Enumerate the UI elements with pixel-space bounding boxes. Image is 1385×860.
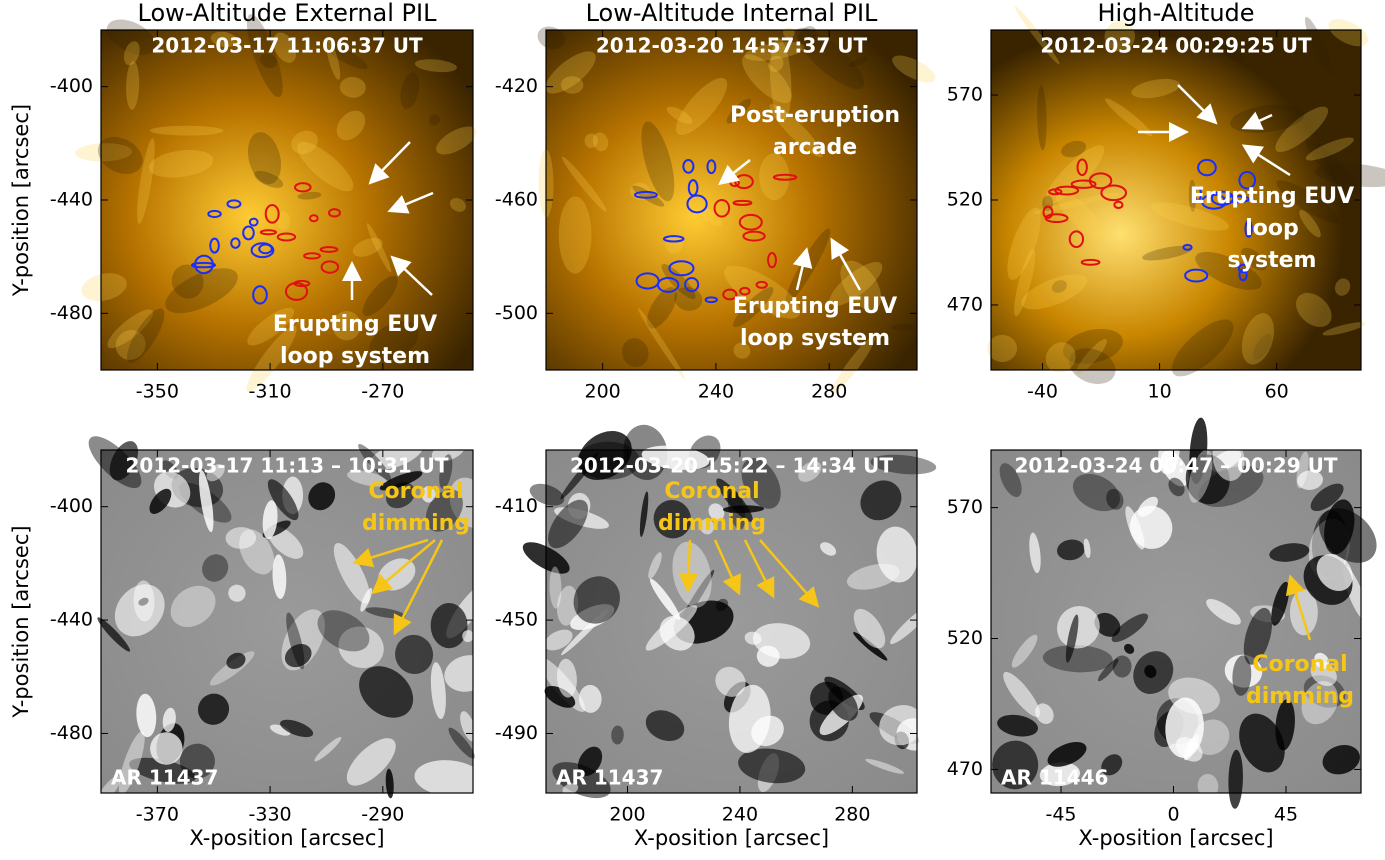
x-tick-label: 240 xyxy=(698,381,734,403)
y-tick-label: 470 xyxy=(947,293,983,315)
y-tick-label: -460 xyxy=(495,189,538,211)
annotation: loop system xyxy=(280,344,430,369)
y-tick-label: 520 xyxy=(947,627,983,649)
y-tick-label: -420 xyxy=(495,75,538,97)
x-axis-label: X-position [arcsec] xyxy=(634,826,829,850)
panel: 200 240 280 -420 -460 -500 Low-Altitude Intern… xyxy=(495,0,939,403)
x-tick-label: 10 xyxy=(1148,381,1172,403)
x-tick-label: -270 xyxy=(361,381,404,403)
y-axis-label: Y-position [arcsec] xyxy=(9,525,33,718)
panel: 200 240 280 -410 -450 -490 2012-03-20 15:22 – … xyxy=(495,421,937,850)
x-tick-label: 0 xyxy=(1167,804,1179,826)
x-tick-label: -330 xyxy=(249,804,292,826)
figure: -350-310-270-400-440-480Low-Altitude Ext… xyxy=(0,0,1385,856)
region-label: AR 11437 xyxy=(111,766,218,790)
annotation: loop system xyxy=(740,326,890,351)
x-tick-label: -290 xyxy=(361,804,404,826)
y-axis-label: Y-position [arcsec] xyxy=(9,104,33,297)
y-tick-label: 570 xyxy=(947,496,983,518)
x-tick-label: 240 xyxy=(722,804,758,826)
annotation: Erupting EUV xyxy=(273,312,437,337)
panel-title: High-Altitude xyxy=(1097,0,1254,27)
region-label: AR 11446 xyxy=(1001,766,1108,790)
y-tick-label: 520 xyxy=(947,189,983,211)
timestamp: 2012-03-24 00:29:25 UT xyxy=(1040,34,1312,58)
annotation: Coronal xyxy=(664,479,759,504)
annotation: Coronal xyxy=(368,479,463,504)
y-tick-label: 570 xyxy=(947,84,983,106)
x-tick-label: 200 xyxy=(585,381,621,403)
panel: -40 10 60 570 520 470 High-Altitude 2012-03-24 … xyxy=(947,0,1385,403)
panel-title: Low-Altitude External PIL xyxy=(138,0,438,27)
region-label: AR 11437 xyxy=(556,766,663,790)
panel: -370 -330 -290 -400 -440 -480 2012-03-17 11:13… xyxy=(9,429,496,850)
x-tick-label: 45 xyxy=(1274,804,1298,826)
annotation: system xyxy=(1228,248,1317,273)
annotation: loop xyxy=(1245,216,1299,241)
x-axis-label: X-position [arcsec] xyxy=(189,826,384,850)
y-tick-label: -410 xyxy=(495,495,538,517)
y-tick-label: -400 xyxy=(50,495,93,517)
annotation: dimming xyxy=(658,511,766,536)
annotation: Erupting EUV xyxy=(1190,184,1354,209)
y-tick-label: -440 xyxy=(50,609,93,631)
y-tick-label: -490 xyxy=(495,722,538,744)
panel: -350 -310 -270 -400 -440 -480 Low-Altitude Ext… xyxy=(9,0,481,403)
annotation: Coronal xyxy=(1252,652,1347,677)
timestamp: 2012-03-17 11:06:37 UT xyxy=(151,34,423,58)
y-tick-label: -480 xyxy=(50,302,93,324)
panel-title: Low-Altitude Internal PIL xyxy=(586,0,878,27)
y-tick-label: -440 xyxy=(50,189,93,211)
timestamp: 2012-03-24 00:47 – 00:29 UT xyxy=(1015,454,1338,478)
x-tick-label: 200 xyxy=(609,804,645,826)
y-tick-label: -480 xyxy=(50,722,93,744)
x-axis-label: X-position [arcsec] xyxy=(1078,826,1273,850)
annotation: dimming xyxy=(1246,684,1354,709)
x-tick-label: 60 xyxy=(1265,381,1289,403)
x-tick-label: -370 xyxy=(136,804,179,826)
timestamp: 2012-03-20 15:22 – 14:34 UT xyxy=(570,454,893,478)
image-texture xyxy=(559,196,592,273)
x-tick-label: -40 xyxy=(1027,381,1058,403)
annotation: Erupting EUV xyxy=(733,294,897,319)
x-tick-label: -45 xyxy=(1045,804,1076,826)
timestamp: 2012-03-17 11:13 – 10:31 UT xyxy=(126,454,449,478)
x-tick-label: 280 xyxy=(834,804,870,826)
x-tick-label: -350 xyxy=(136,381,179,403)
y-tick-label: 470 xyxy=(947,758,983,780)
y-tick-label: -500 xyxy=(495,302,538,324)
annotation: arcade xyxy=(773,135,857,160)
annotation: dimming xyxy=(362,511,470,536)
annotation: Post-eruption xyxy=(730,103,900,128)
y-tick-label: -400 xyxy=(50,75,93,97)
x-tick-label: -310 xyxy=(249,381,292,403)
y-tick-label: -450 xyxy=(495,609,538,631)
timestamp: 2012-03-20 14:57:37 UT xyxy=(596,34,868,58)
panel: -45 0 45 570 520 470 2012-03-24 00:47 – 00:29 … xyxy=(947,417,1385,850)
x-tick-label: 280 xyxy=(811,381,847,403)
